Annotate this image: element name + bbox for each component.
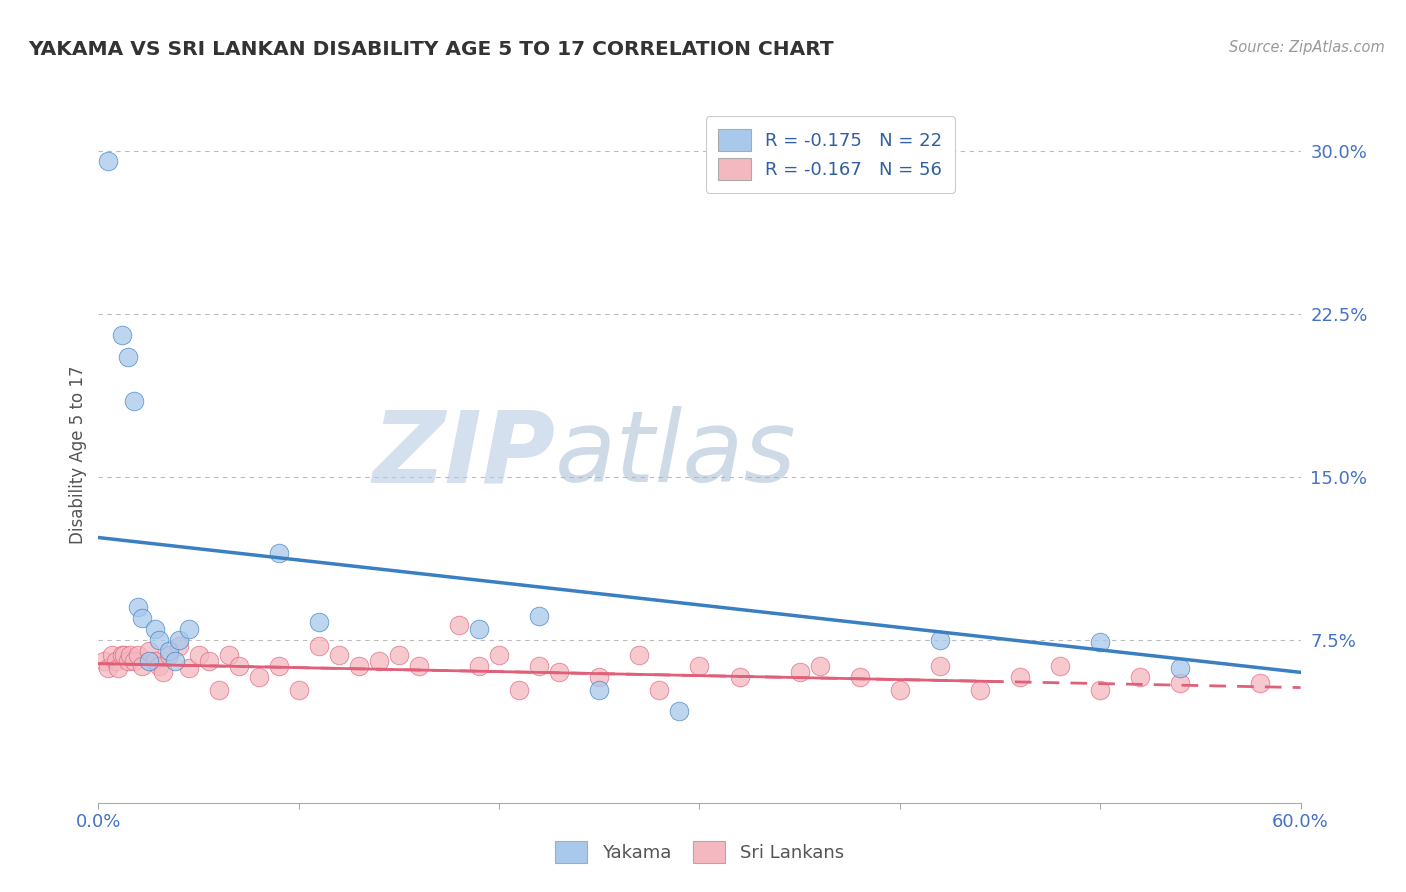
Point — [1250, 676, 1272, 690]
Point — [138, 655, 160, 669]
Point — [167, 632, 190, 647]
Point — [107, 661, 129, 675]
Text: YAKAMA VS SRI LANKAN DISABILITY AGE 5 TO 17 CORRELATION CHART: YAKAMA VS SRI LANKAN DISABILITY AGE 5 TO… — [28, 40, 834, 59]
Point — [152, 665, 174, 680]
Point — [929, 658, 952, 673]
Point — [808, 658, 831, 673]
Point — [148, 632, 170, 647]
Point — [447, 617, 470, 632]
Point — [929, 632, 952, 647]
Point — [197, 655, 219, 669]
Point — [328, 648, 350, 662]
Text: Source: ZipAtlas.com: Source: ZipAtlas.com — [1229, 40, 1385, 55]
Y-axis label: Disability Age 5 to 17: Disability Age 5 to 17 — [69, 366, 87, 544]
Point — [1129, 670, 1152, 684]
Point — [689, 658, 711, 673]
Point — [308, 615, 330, 630]
Point — [889, 682, 911, 697]
Point — [148, 658, 170, 673]
Point — [93, 655, 115, 669]
Point — [111, 648, 134, 662]
Point — [208, 682, 231, 697]
Point — [648, 682, 671, 697]
Point — [247, 670, 270, 684]
Text: ZIP: ZIP — [373, 407, 555, 503]
Point — [468, 658, 491, 673]
Point — [167, 639, 190, 653]
Point — [368, 655, 391, 669]
Point — [177, 622, 200, 636]
Point — [1088, 635, 1111, 649]
Legend: Yakama, Sri Lankans: Yakama, Sri Lankans — [548, 834, 851, 871]
Point — [288, 682, 311, 697]
Point — [120, 648, 142, 662]
Point — [124, 655, 146, 669]
Point — [157, 643, 180, 657]
Point — [105, 655, 128, 669]
Point — [588, 682, 610, 697]
Point — [789, 665, 811, 680]
Point — [111, 328, 134, 343]
Point — [131, 611, 153, 625]
Point — [1049, 658, 1071, 673]
Point — [588, 670, 610, 684]
Point — [408, 658, 430, 673]
Point — [218, 648, 240, 662]
Point — [177, 661, 200, 675]
Point — [728, 670, 751, 684]
Point — [131, 658, 153, 673]
Point — [529, 608, 551, 623]
Point — [187, 648, 209, 662]
Point — [468, 622, 491, 636]
Point — [117, 655, 139, 669]
Point — [1170, 661, 1192, 675]
Point — [1170, 676, 1192, 690]
Point — [114, 648, 136, 662]
Point — [347, 658, 370, 673]
Point — [308, 639, 330, 653]
Text: atlas: atlas — [555, 407, 797, 503]
Point — [628, 648, 651, 662]
Point — [124, 393, 146, 408]
Point — [101, 648, 124, 662]
Point — [267, 546, 290, 560]
Point — [388, 648, 411, 662]
Point — [267, 658, 290, 673]
Point — [668, 705, 690, 719]
Point — [508, 682, 530, 697]
Point — [128, 600, 150, 615]
Point — [157, 648, 180, 662]
Point — [143, 655, 166, 669]
Point — [128, 648, 150, 662]
Point — [97, 661, 120, 675]
Point — [849, 670, 872, 684]
Point — [143, 622, 166, 636]
Point — [969, 682, 991, 697]
Point — [228, 658, 250, 673]
Point — [529, 658, 551, 673]
Point — [163, 655, 186, 669]
Point — [1088, 682, 1111, 697]
Point — [117, 350, 139, 364]
Point — [488, 648, 510, 662]
Point — [548, 665, 571, 680]
Point — [138, 643, 160, 657]
Point — [97, 154, 120, 169]
Point — [1010, 670, 1032, 684]
